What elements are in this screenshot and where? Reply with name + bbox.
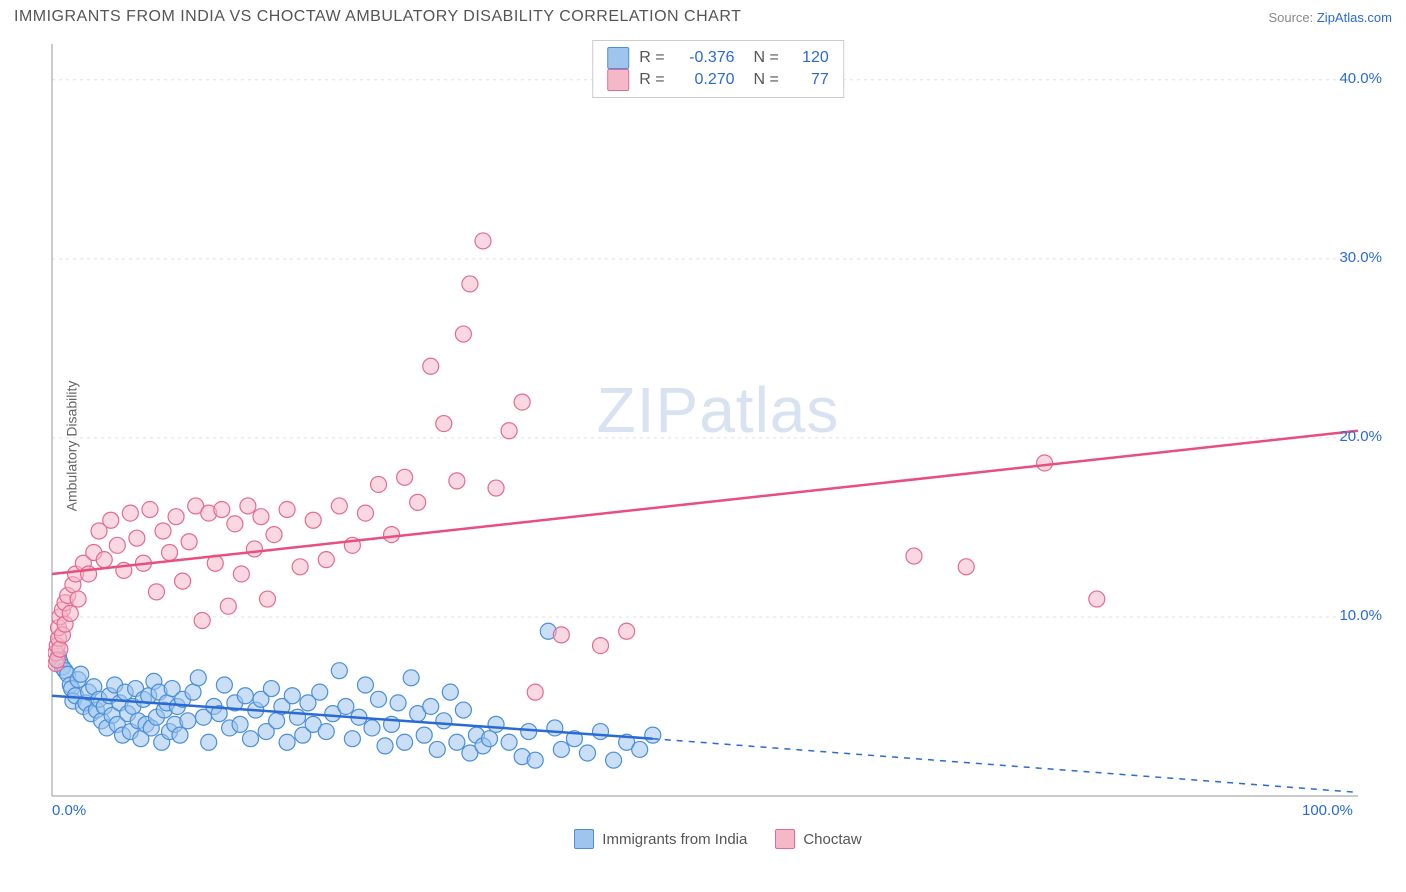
y-tick-label: 40.0% — [1339, 70, 1382, 87]
n-value-india: 120 — [789, 49, 829, 67]
correlation-row-choctaw: R = 0.270 N = 77 — [607, 69, 829, 91]
chart-container: Ambulatory Disability ZIPatlas R = -0.37… — [0, 36, 1406, 856]
legend-label-choctaw: Choctaw — [803, 831, 861, 848]
plot-area: ZIPatlas R = -0.376 N = 120 R = 0.270 N … — [48, 36, 1388, 816]
x-tick-label: 100.0% — [1302, 802, 1353, 819]
y-tick-label: 10.0% — [1339, 607, 1382, 624]
x-tick-label: 0.0% — [52, 802, 86, 819]
legend-item-india: Immigrants from India — [574, 829, 747, 849]
chart-title: IMMIGRANTS FROM INDIA VS CHOCTAW AMBULAT… — [14, 8, 741, 26]
swatch-choctaw — [607, 69, 629, 91]
swatch-india — [607, 47, 629, 69]
r-value-choctaw: 0.270 — [675, 71, 735, 89]
y-tick-label: 20.0% — [1339, 428, 1382, 445]
source-attribution: Source: ZipAtlas.com — [1268, 10, 1392, 25]
swatch-india — [574, 829, 594, 849]
correlation-row-india: R = -0.376 N = 120 — [607, 47, 829, 69]
source-link[interactable]: ZipAtlas.com — [1317, 10, 1392, 25]
legend-item-choctaw: Choctaw — [775, 829, 861, 849]
chart-svg — [48, 36, 1388, 816]
series-legend: Immigrants from India Choctaw — [48, 822, 1388, 856]
y-tick-label: 30.0% — [1339, 249, 1382, 266]
correlation-legend: R = -0.376 N = 120 R = 0.270 N = 77 — [592, 40, 844, 98]
legend-label-india: Immigrants from India — [602, 831, 747, 848]
swatch-choctaw — [775, 829, 795, 849]
r-value-india: -0.376 — [675, 49, 735, 67]
n-value-choctaw: 77 — [789, 71, 829, 89]
